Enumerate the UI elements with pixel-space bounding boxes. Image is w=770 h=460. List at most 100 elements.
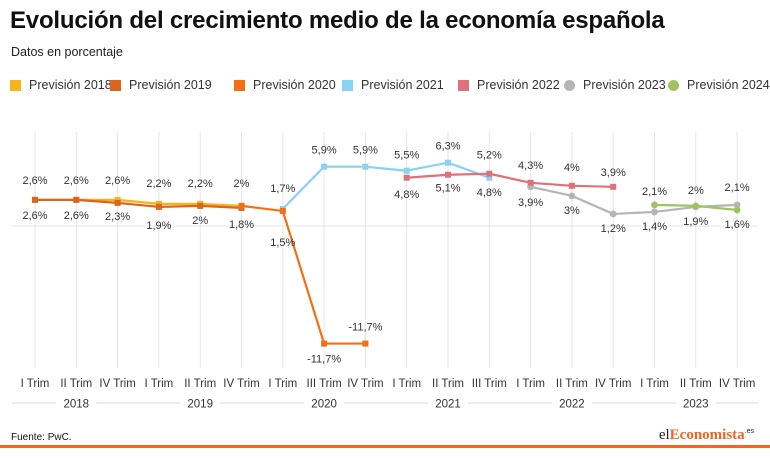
data-label-previsi-n-2024: 2% bbox=[688, 185, 704, 197]
data-point-previsi-n-2022 bbox=[568, 182, 575, 189]
data-point-previsi-n-2022 bbox=[486, 170, 493, 177]
data-point-previsi-n-2024 bbox=[651, 201, 658, 209]
x-tick-label: I Trim bbox=[640, 378, 669, 390]
data-label-previsi-n-2020: -11,7% bbox=[348, 322, 382, 334]
legend-label: Previsión 2023 bbox=[583, 78, 666, 92]
year-label: 2022 bbox=[559, 399, 585, 411]
legend-swatch bbox=[668, 79, 679, 91]
x-tick-label: IV Trim bbox=[595, 378, 631, 390]
year-label-gap bbox=[428, 399, 468, 409]
series-line-previsi-n-2023 bbox=[530, 185, 738, 216]
year-label-gap bbox=[675, 399, 716, 409]
legend-swatch bbox=[342, 79, 353, 91]
data-label-previsi-n-2018: 2,6% bbox=[64, 175, 89, 187]
x-tick-label: I Trim bbox=[268, 378, 297, 390]
year-label-gap bbox=[180, 399, 221, 409]
x-tick-label: II Trim bbox=[556, 378, 588, 390]
data-label-previsi-n-2021: 1,7% bbox=[270, 183, 295, 195]
legend-item-previsi-n-2020[interactable]: Previsión 2020 bbox=[234, 78, 336, 92]
series-line-previsi-n-2021 bbox=[282, 161, 490, 210]
year-label: 2020 bbox=[311, 399, 337, 411]
data-point-previsi-n-2019 bbox=[32, 196, 38, 203]
legend-swatch bbox=[110, 79, 121, 91]
data-label-previsi-n-2022: 4,8% bbox=[394, 189, 419, 201]
data-label-previsi-n-2023: 1,9% bbox=[683, 216, 708, 228]
data-point-previsi-n-2020 bbox=[279, 207, 286, 214]
year-label-gap bbox=[304, 399, 345, 409]
data-label-previsi-n-2018: 2,2% bbox=[188, 178, 213, 190]
legend-item-previsi-n-2018[interactable]: Previsión 2018 bbox=[10, 78, 112, 92]
data-point-previsi-n-2021 bbox=[486, 174, 493, 181]
data-point-previsi-n-2021 bbox=[321, 163, 328, 170]
legend-label: Previsión 2018 bbox=[29, 78, 112, 92]
year-label: 2019 bbox=[187, 399, 213, 411]
data-label-previsi-n-2019: 2,3% bbox=[105, 211, 130, 223]
legend-swatch bbox=[564, 79, 575, 91]
data-point-previsi-n-2021 bbox=[445, 159, 451, 166]
data-label-previsi-n-2023: 1,4% bbox=[642, 221, 667, 233]
bottom-accent-bar bbox=[0, 445, 770, 448]
data-label-previsi-n-2022: 5,2% bbox=[477, 150, 502, 162]
brand-logo: elEconomista.es bbox=[658, 427, 754, 443]
legend-swatch bbox=[234, 79, 245, 91]
legend-item-previsi-n-2021[interactable]: Previsión 2021 bbox=[342, 78, 444, 92]
legend-item-previsi-n-2023[interactable]: Previsión 2023 bbox=[564, 78, 666, 92]
data-point-previsi-n-2024 bbox=[733, 206, 741, 214]
data-point-previsi-n-2018 bbox=[114, 196, 121, 203]
data-point-previsi-n-2022 bbox=[610, 183, 617, 190]
year-label: 2018 bbox=[64, 399, 90, 411]
data-label-previsi-n-2021: 5,5% bbox=[394, 150, 419, 162]
data-label-previsi-n-2019: 1,8% bbox=[229, 219, 254, 231]
data-label-previsi-n-2018: 2,6% bbox=[22, 175, 47, 187]
x-tick-label: IV Trim bbox=[223, 378, 259, 390]
series-line-previsi-n-2019 bbox=[35, 198, 242, 210]
x-tick-label: III Trim bbox=[472, 378, 507, 390]
x-tick-label: II Trim bbox=[432, 378, 464, 390]
year-label: 2023 bbox=[683, 399, 709, 411]
data-point-previsi-n-2023 bbox=[609, 210, 617, 218]
data-point-previsi-n-2022 bbox=[445, 171, 451, 178]
legend-item-previsi-n-2019[interactable]: Previsión 2019 bbox=[110, 78, 212, 92]
legend-swatch bbox=[10, 79, 21, 91]
legend-label: Previsión 2019 bbox=[129, 78, 212, 92]
data-label-previsi-n-2021: 6,3% bbox=[435, 141, 460, 153]
data-label-previsi-n-2021: 5,9% bbox=[312, 145, 337, 157]
legend-label: Previsión 2024 bbox=[687, 78, 770, 92]
data-point-previsi-n-2023 bbox=[733, 201, 741, 209]
series-line-previsi-n-2020 bbox=[241, 204, 366, 345]
x-tick-label: IV Trim bbox=[99, 378, 135, 390]
data-point-previsi-n-2021 bbox=[403, 167, 410, 174]
source-note: Fuente: PwC. bbox=[11, 432, 72, 443]
data-label-previsi-n-2024: 2,1% bbox=[642, 186, 667, 198]
chart-title: Evolución del crecimiento medio de la ec… bbox=[10, 7, 665, 34]
data-label-previsi-n-2021: 4,8% bbox=[477, 187, 502, 199]
x-tick-label: I Trim bbox=[392, 378, 421, 390]
data-label-previsi-n-2020: -11,7% bbox=[307, 354, 341, 366]
data-label-previsi-n-2018: 2% bbox=[234, 178, 250, 190]
data-label-previsi-n-2022: 4,3% bbox=[518, 160, 543, 172]
chart-legend: Previsión 2018 Previsión 2019 Previsión 20… bbox=[10, 78, 770, 96]
x-tick-label: I Trim bbox=[516, 378, 545, 390]
year-label: 2021 bbox=[435, 399, 461, 411]
year-label-gap bbox=[56, 399, 97, 409]
x-tick-label: II Trim bbox=[184, 378, 216, 390]
data-point-previsi-n-2019 bbox=[197, 202, 204, 209]
data-point-previsi-n-2020 bbox=[362, 340, 369, 347]
data-label-previsi-n-2023: 3,9% bbox=[518, 197, 543, 209]
data-label-previsi-n-2023: 3% bbox=[564, 205, 580, 217]
legend-item-previsi-n-2022[interactable]: Previsión 2022 bbox=[458, 78, 560, 92]
legend-label: Previsión 2021 bbox=[361, 78, 444, 92]
data-label-previsi-n-2022: 4% bbox=[564, 162, 580, 174]
legend-item-previsi-n-2024[interactable]: Previsión 2024 bbox=[668, 78, 770, 92]
legend-label: Previsión 2020 bbox=[253, 78, 336, 92]
data-label-previsi-n-2019: 1,9% bbox=[146, 220, 171, 232]
data-label-previsi-n-2018: 2,6% bbox=[105, 175, 130, 187]
year-label-gap bbox=[551, 399, 592, 409]
data-point-previsi-n-2020 bbox=[321, 340, 328, 347]
data-label-previsi-n-2019: 2,6% bbox=[64, 210, 89, 222]
data-point-previsi-n-2022 bbox=[527, 179, 534, 186]
data-label-previsi-n-2018: 2,2% bbox=[146, 178, 171, 190]
data-label-previsi-n-2022: 5,1% bbox=[435, 183, 460, 195]
data-point-previsi-n-2019 bbox=[114, 199, 121, 206]
x-tick-label: IV Trim bbox=[719, 378, 755, 390]
